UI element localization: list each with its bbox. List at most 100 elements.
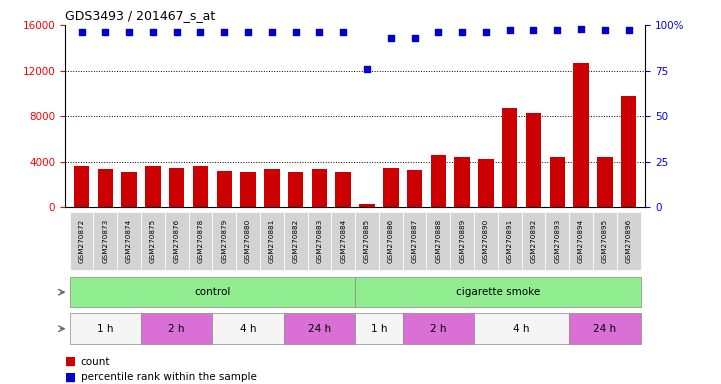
Point	[123, 29, 135, 35]
Bar	[236, 212, 260, 270]
Text: GSM270895: GSM270895	[602, 219, 608, 263]
Point	[575, 25, 587, 31]
Bar	[478, 159, 494, 207]
Point	[218, 29, 230, 35]
Point	[456, 29, 468, 35]
Point	[599, 27, 611, 33]
Text: 24 h: 24 h	[593, 324, 616, 334]
Bar	[502, 108, 518, 207]
Bar	[165, 212, 189, 270]
Text: GSM270892: GSM270892	[531, 219, 536, 263]
Text: GSM270876: GSM270876	[174, 219, 180, 263]
Bar	[70, 212, 94, 270]
Point	[266, 29, 278, 35]
Bar	[616, 212, 640, 270]
Bar	[284, 313, 355, 344]
Bar	[593, 212, 616, 270]
Bar	[430, 155, 446, 207]
Text: GSM270886: GSM270886	[388, 219, 394, 263]
Bar	[264, 169, 280, 207]
Bar	[379, 212, 402, 270]
Text: GSM270872: GSM270872	[79, 219, 84, 263]
Point	[290, 29, 301, 35]
Bar	[474, 313, 569, 344]
Point	[242, 29, 254, 35]
Point	[623, 27, 634, 33]
Bar	[569, 313, 640, 344]
Bar	[141, 313, 213, 344]
Point	[195, 29, 206, 35]
Text: GSM270881: GSM270881	[269, 219, 275, 263]
Point	[409, 35, 420, 41]
Bar	[94, 212, 118, 270]
Point	[552, 27, 563, 33]
Bar	[193, 166, 208, 207]
Text: 4 h: 4 h	[240, 324, 256, 334]
Bar	[474, 212, 497, 270]
Bar	[145, 166, 161, 207]
Point	[147, 29, 159, 35]
Point	[314, 29, 325, 35]
Bar	[355, 277, 640, 308]
Point	[528, 27, 539, 33]
Text: percentile rank within the sample: percentile rank within the sample	[81, 372, 257, 382]
Text: GSM270873: GSM270873	[102, 219, 108, 263]
Bar	[355, 212, 379, 270]
Bar	[74, 166, 89, 207]
Point	[361, 66, 373, 72]
Text: ■: ■	[65, 371, 76, 384]
Bar	[284, 212, 308, 270]
Bar	[332, 212, 355, 270]
Bar	[70, 277, 355, 308]
Text: GSM270883: GSM270883	[317, 219, 322, 263]
Bar	[521, 212, 545, 270]
Text: GDS3493 / 201467_s_at: GDS3493 / 201467_s_at	[65, 9, 215, 22]
Bar	[141, 212, 165, 270]
Point	[76, 29, 87, 35]
Bar	[573, 63, 589, 207]
Text: cigarette smoke: cigarette smoke	[456, 287, 540, 297]
Bar	[97, 169, 113, 207]
Text: 24 h: 24 h	[308, 324, 331, 334]
Bar	[335, 172, 351, 207]
Text: GSM270889: GSM270889	[459, 219, 465, 263]
Point	[480, 29, 492, 35]
Text: control: control	[194, 287, 231, 297]
Text: GSM270875: GSM270875	[150, 219, 156, 263]
Bar	[621, 96, 637, 207]
Bar	[402, 313, 474, 344]
Bar	[383, 168, 399, 207]
Bar	[402, 212, 426, 270]
Text: GSM270882: GSM270882	[293, 219, 298, 263]
Bar	[454, 157, 470, 207]
Bar	[189, 212, 213, 270]
Text: GSM270880: GSM270880	[245, 219, 251, 263]
Text: GSM270896: GSM270896	[626, 219, 632, 263]
Bar	[308, 212, 332, 270]
Text: GSM270890: GSM270890	[483, 219, 489, 263]
Bar	[497, 212, 521, 270]
Point	[337, 29, 349, 35]
Bar	[426, 212, 450, 270]
Bar	[169, 168, 185, 207]
Bar	[311, 169, 327, 207]
Bar	[545, 212, 569, 270]
Text: 4 h: 4 h	[513, 324, 530, 334]
Text: GSM270879: GSM270879	[221, 219, 227, 263]
Point	[171, 29, 182, 35]
Bar	[213, 212, 236, 270]
Bar	[407, 170, 423, 207]
Bar	[216, 171, 232, 207]
Point	[433, 29, 444, 35]
Bar	[597, 157, 613, 207]
Bar	[569, 212, 593, 270]
Bar	[240, 172, 256, 207]
Bar	[526, 113, 541, 207]
Text: GSM270884: GSM270884	[340, 219, 346, 263]
Bar	[359, 204, 375, 207]
Bar	[549, 157, 565, 207]
Text: GSM270874: GSM270874	[126, 219, 132, 263]
Text: GSM270894: GSM270894	[578, 219, 584, 263]
Text: ■: ■	[65, 355, 76, 368]
Bar	[260, 212, 284, 270]
